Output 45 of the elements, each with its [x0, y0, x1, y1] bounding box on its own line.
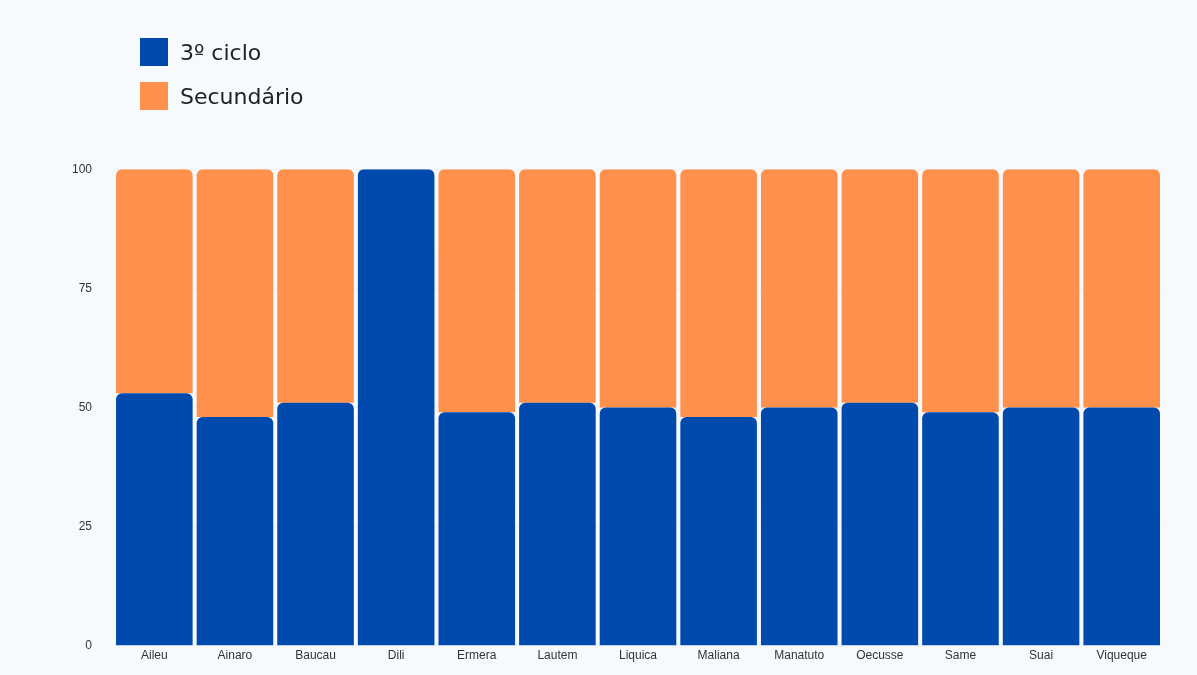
bar	[357, 169, 435, 646]
bar	[1002, 169, 1080, 408]
bar	[1002, 407, 1080, 646]
x-tick-label: Oecusse	[856, 648, 904, 663]
bar	[922, 412, 999, 646]
x-tick-label: Manatuto	[774, 648, 825, 663]
x-tick-label: Lautem	[537, 648, 578, 663]
bar	[599, 407, 677, 646]
y-tick-label: 75	[78, 280, 93, 295]
bar	[922, 169, 999, 413]
bar	[116, 169, 193, 394]
bar	[519, 169, 596, 403]
y-tick-label: 0	[85, 638, 93, 653]
bar	[438, 169, 516, 413]
bar	[519, 402, 596, 646]
y-tick-label: 100	[71, 161, 93, 176]
x-tick-label: Baucau	[295, 648, 336, 663]
bar	[1083, 407, 1160, 646]
bar	[841, 169, 919, 403]
bar	[196, 169, 274, 418]
x-tick-label: Liquica	[619, 648, 658, 663]
bar	[599, 169, 677, 408]
x-tick-label: Ermera	[457, 648, 497, 663]
bar	[841, 402, 919, 646]
bar	[438, 412, 516, 646]
bar	[196, 417, 274, 646]
bar	[680, 169, 757, 418]
y-tick-label: 50	[78, 399, 93, 414]
x-tick-label: Maliana	[697, 648, 740, 663]
bar	[116, 393, 193, 646]
bar	[680, 417, 757, 646]
legend-label: Secundário	[180, 83, 304, 109]
x-tick-label: Dili	[387, 648, 405, 663]
x-tick-label: Aileu	[140, 648, 168, 663]
y-tick-label: 25	[78, 518, 93, 533]
bar	[277, 402, 354, 646]
x-tick-label: Ainaro	[217, 648, 253, 663]
bar	[760, 407, 838, 646]
x-tick-label: Same	[944, 648, 977, 663]
x-tick-label: Suai	[1029, 648, 1054, 663]
legend-label: 3º ciclo	[180, 39, 262, 65]
bar	[1083, 169, 1160, 408]
bar	[760, 169, 838, 408]
bar	[277, 169, 354, 403]
x-tick-label: Viqueque	[1096, 648, 1148, 663]
